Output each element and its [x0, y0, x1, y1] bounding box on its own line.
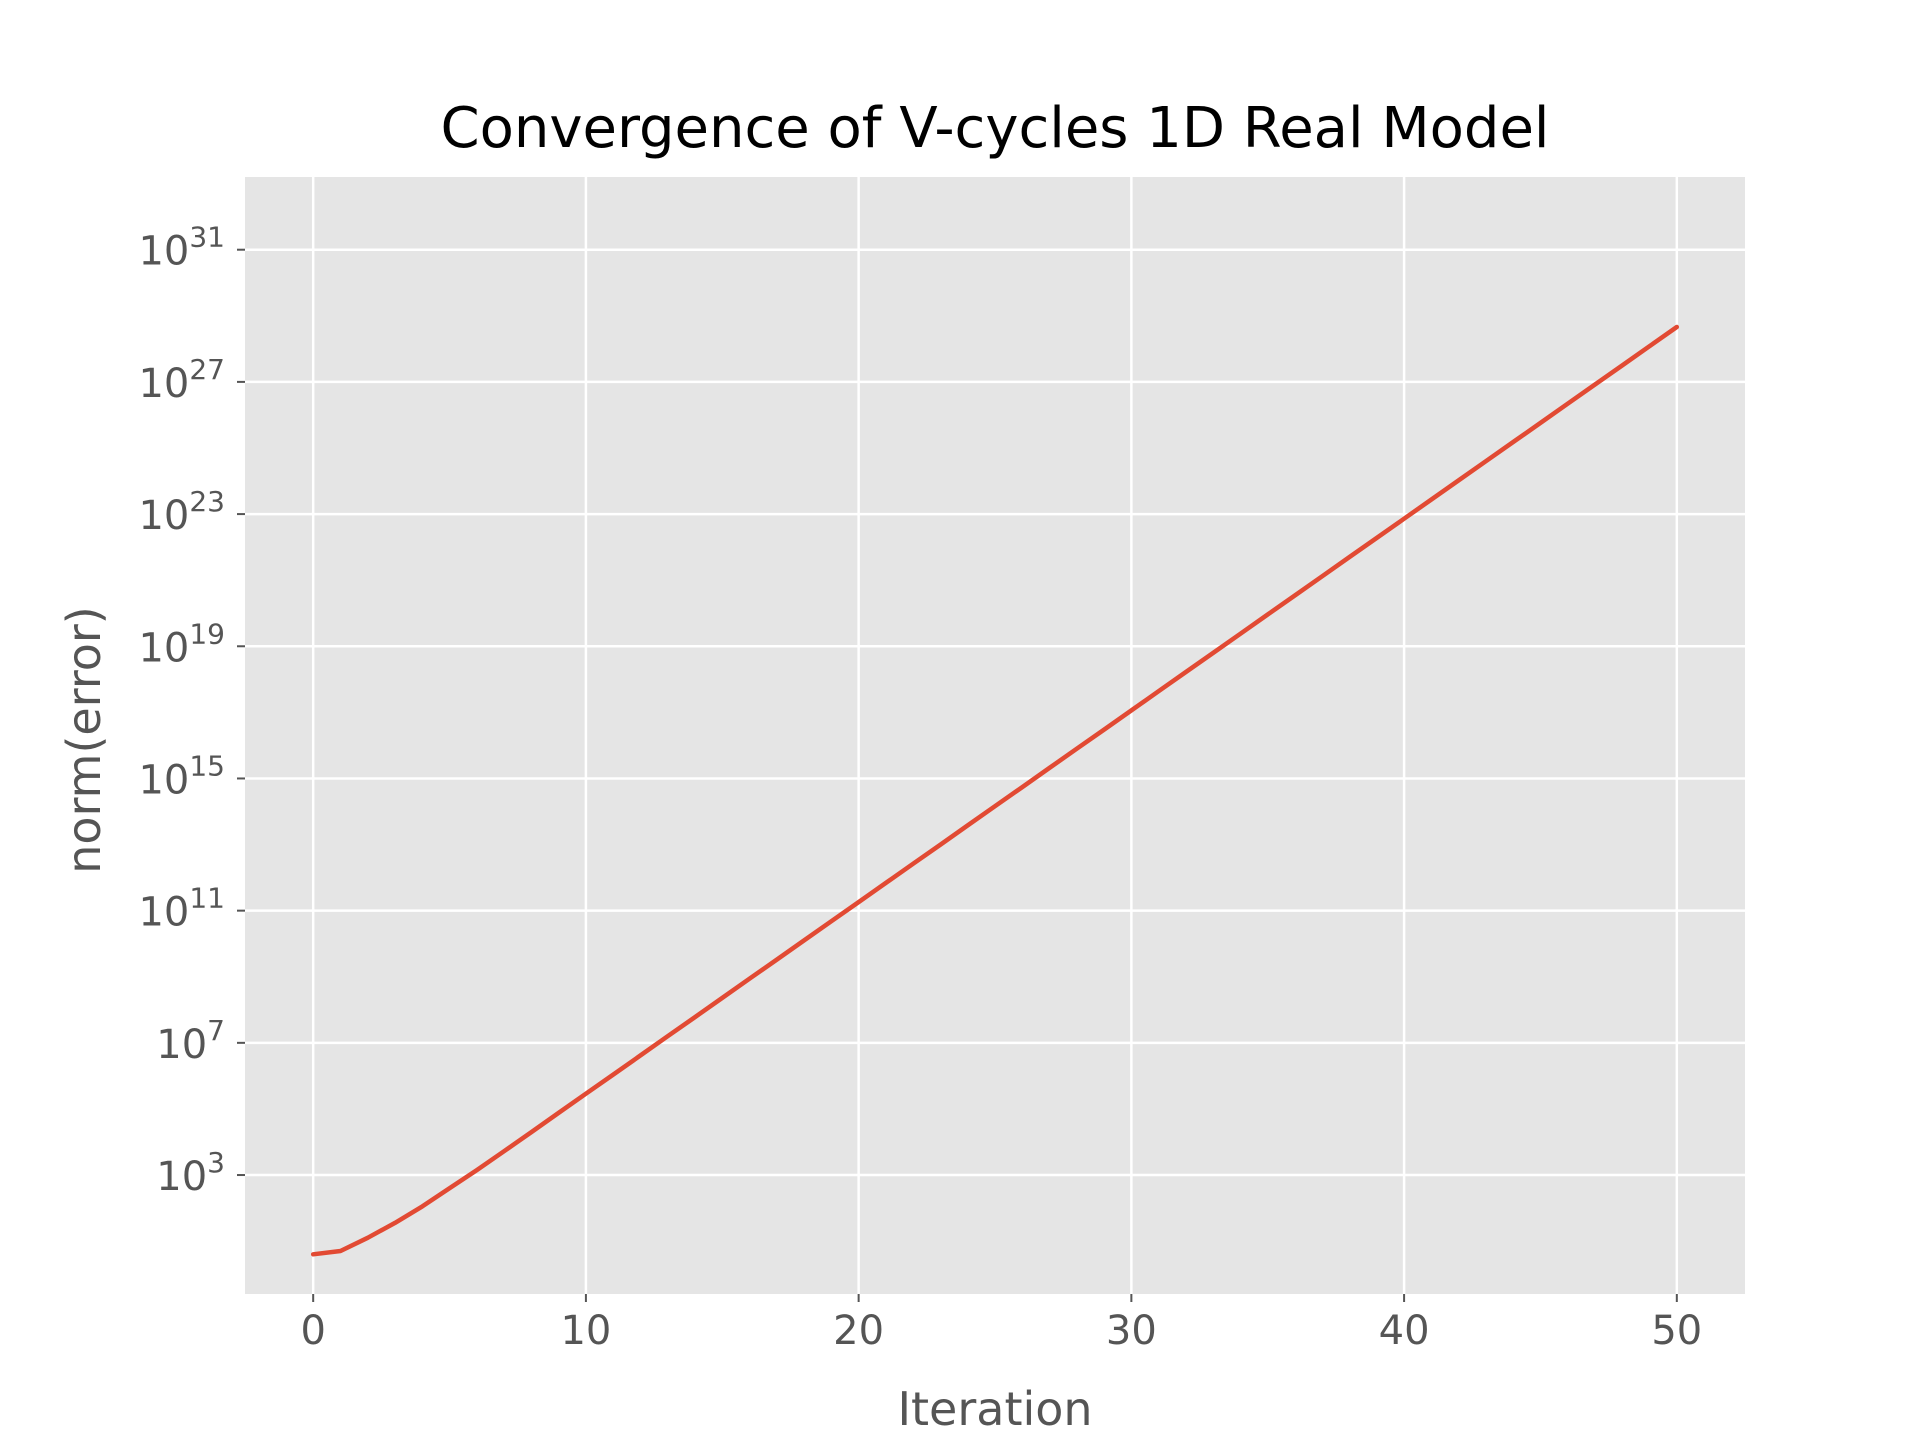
- x-axis-label: Iteration: [897, 1382, 1092, 1436]
- y-tick-label: 1015: [138, 749, 225, 803]
- x-tick-label: 30: [1106, 1308, 1157, 1354]
- grid-lines: [245, 177, 1745, 1294]
- y-tick-label: 103: [156, 1146, 225, 1200]
- y-tick-label: 1027: [138, 353, 225, 407]
- plot-area: [245, 177, 1745, 1294]
- y-tick-label: 1019: [138, 617, 225, 671]
- x-tick-label: 20: [833, 1308, 884, 1354]
- y-tick-label: 1031: [138, 221, 225, 275]
- axis-ticks: 0 10 20 30 40 50 103 107 1011 1015 1019 1023 1027 103…: [138, 221, 1702, 1354]
- x-tick-label: 50: [1651, 1308, 1702, 1354]
- x-tick-label: 10: [560, 1308, 611, 1354]
- chart-title: Convergence of V-cycles 1D Real Model: [441, 96, 1550, 161]
- series-line: [310, 324, 1680, 1257]
- y-tick-label: 1011: [138, 882, 225, 936]
- series-layer: [310, 324, 1680, 1257]
- y-tick-label: 1023: [138, 485, 225, 539]
- y-axis-label: norm(error): [57, 606, 111, 873]
- y-tick-label: 107: [156, 1014, 225, 1068]
- x-tick-label: 40: [1379, 1308, 1430, 1354]
- x-tick-label: 0: [300, 1308, 325, 1354]
